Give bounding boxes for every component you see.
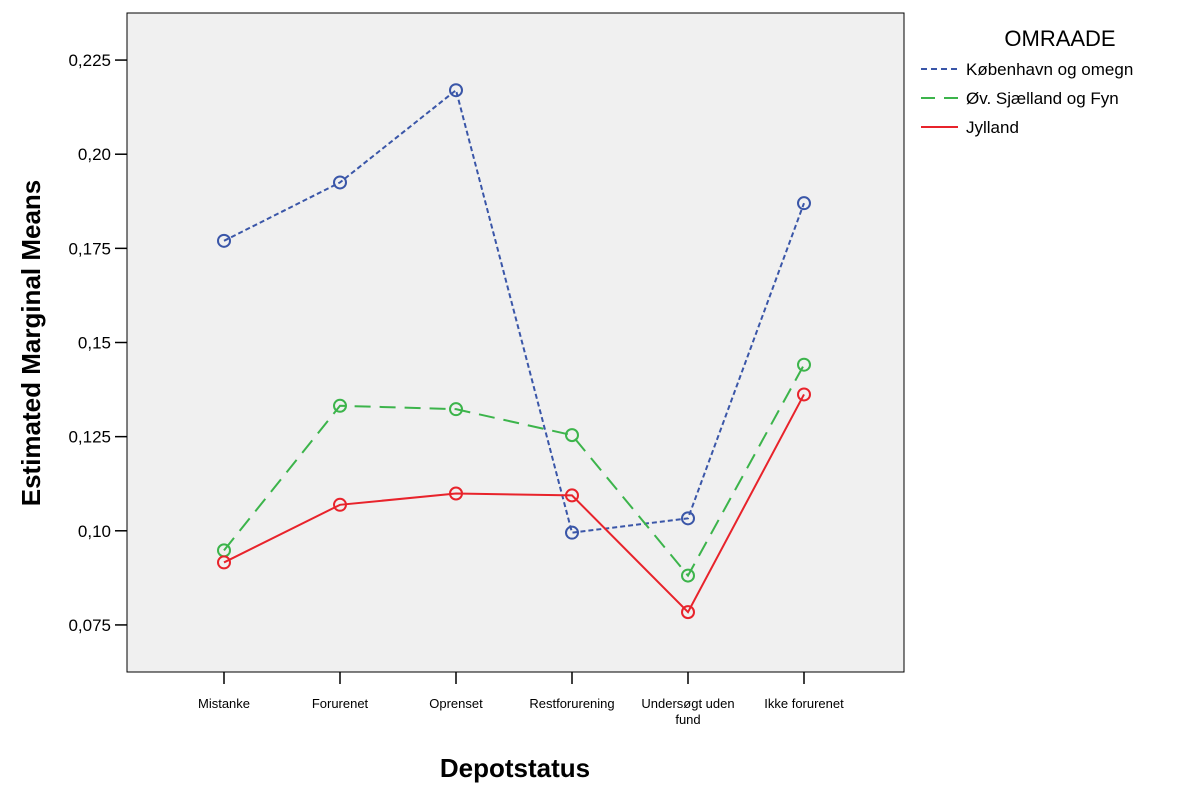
data-point xyxy=(333,175,347,190)
data-point xyxy=(797,196,811,211)
legend-title: OMRAADE xyxy=(1004,26,1115,51)
data-point xyxy=(333,398,347,413)
data-point xyxy=(681,605,695,620)
x-tick-label: Oprenset xyxy=(429,696,483,711)
data-point xyxy=(449,402,463,417)
x-tick-label: Mistanke xyxy=(198,696,250,711)
y-tick-label: 0,175 xyxy=(68,239,111,258)
data-point xyxy=(449,486,463,501)
series-layer xyxy=(217,83,811,620)
legend: OMRAADE København og omegn Øv. Sjælland o… xyxy=(921,26,1133,137)
y-axis: 0,075 0,10 0,125 0,15 0,175 0,20 0,225 xyxy=(68,51,127,635)
legend-label: København og omegn xyxy=(966,60,1133,79)
series-1 xyxy=(217,357,811,583)
y-axis-title: Estimated Marginal Means xyxy=(16,180,46,507)
data-point xyxy=(333,497,347,512)
data-point xyxy=(797,387,811,402)
series-0 xyxy=(217,83,811,540)
series-2 xyxy=(217,387,811,620)
legend-label: Jylland xyxy=(966,118,1019,137)
data-point xyxy=(565,525,579,540)
y-tick-label: 0,15 xyxy=(78,334,111,353)
y-tick-label: 0,075 xyxy=(68,616,111,635)
x-tick-label: Restforurening xyxy=(529,696,614,711)
data-point xyxy=(565,488,579,503)
x-tick-label: fund xyxy=(675,712,700,727)
y-tick-label: 0,225 xyxy=(68,51,111,70)
plot-area xyxy=(126,12,905,673)
data-point xyxy=(217,555,231,570)
y-tick-label: 0,20 xyxy=(78,145,111,164)
y-tick-label: 0,10 xyxy=(78,522,111,541)
x-tick-label: Forurenet xyxy=(312,696,369,711)
x-axis-title: Depotstatus xyxy=(440,753,590,783)
data-point xyxy=(681,568,695,583)
y-tick-label: 0,125 xyxy=(68,428,111,447)
series-line xyxy=(223,88,805,534)
data-point xyxy=(681,511,695,526)
data-point xyxy=(797,357,811,372)
data-point xyxy=(565,428,579,443)
x-axis: Mistanke Forurenet Oprenset Restforurening U… xyxy=(198,672,844,727)
series-line xyxy=(223,364,805,578)
x-tick-label: Ikke forurenet xyxy=(764,696,844,711)
series-line xyxy=(223,393,805,614)
data-point xyxy=(217,233,231,248)
legend-label: Øv. Sjælland og Fyn xyxy=(966,89,1119,108)
data-point xyxy=(449,83,463,98)
x-tick-label: Undersøgt uden xyxy=(641,696,734,711)
